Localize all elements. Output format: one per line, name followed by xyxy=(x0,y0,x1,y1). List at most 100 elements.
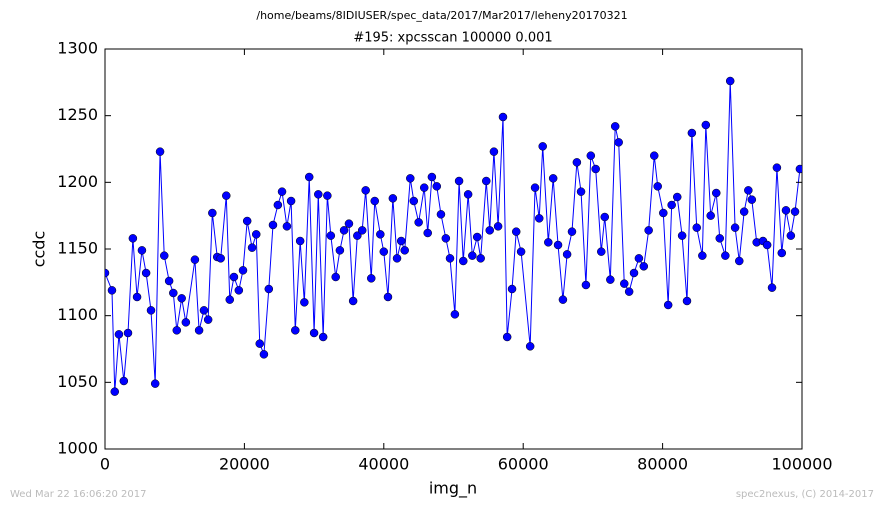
data-point xyxy=(567,227,577,236)
data-point xyxy=(159,251,169,260)
data-point xyxy=(544,238,553,247)
data-point xyxy=(388,194,398,203)
data-point xyxy=(229,272,239,282)
data-point xyxy=(208,208,217,218)
data-point xyxy=(225,295,235,304)
data-point xyxy=(348,296,358,306)
data-point xyxy=(436,210,446,219)
data-point xyxy=(586,151,596,160)
data-point xyxy=(558,295,568,304)
data-point xyxy=(576,187,586,196)
data-point xyxy=(199,306,209,315)
data-point xyxy=(323,191,332,200)
data-point xyxy=(530,183,540,192)
data-point xyxy=(105,268,110,278)
data-point xyxy=(119,376,129,386)
data-point xyxy=(331,272,340,282)
data-point xyxy=(234,286,244,295)
data-point xyxy=(164,276,174,286)
data-point xyxy=(383,292,393,302)
data-point xyxy=(772,163,782,172)
data-point xyxy=(172,326,182,335)
plot-area xyxy=(105,76,802,396)
data-point xyxy=(222,191,231,200)
data-point xyxy=(712,188,721,198)
data-point xyxy=(572,158,582,167)
data-point xyxy=(335,246,345,255)
data-point xyxy=(454,176,464,186)
data-point xyxy=(427,172,437,182)
data-point xyxy=(725,76,735,86)
x-tick-label: 20000 xyxy=(219,455,270,474)
data-point xyxy=(309,328,319,338)
data-point xyxy=(376,230,385,239)
data-point xyxy=(400,246,409,255)
data-point xyxy=(414,218,423,227)
data-point xyxy=(441,234,451,243)
data-point xyxy=(735,256,744,266)
data-point xyxy=(259,350,269,359)
data-point xyxy=(721,251,730,260)
x-tick-label: 100000 xyxy=(771,455,832,474)
data-point xyxy=(744,186,753,195)
data-point xyxy=(282,222,292,231)
data-point xyxy=(242,216,252,226)
data-point xyxy=(300,298,309,307)
data-point xyxy=(687,128,697,138)
y-tick-label: 1150 xyxy=(57,239,98,258)
data-point xyxy=(450,310,460,319)
data-point xyxy=(286,196,296,206)
suptitle: /home/beams/8IDIUSER/spec_data/2017/Mar2… xyxy=(256,9,627,22)
data-point xyxy=(141,268,151,278)
data-point xyxy=(194,326,204,335)
data-point xyxy=(663,300,673,310)
footer-left: Wed Mar 22 16:06:20 2017 xyxy=(10,489,146,500)
data-point xyxy=(606,275,615,284)
data-point xyxy=(600,212,609,222)
data-point xyxy=(698,251,707,260)
data-point xyxy=(273,200,283,210)
data-point xyxy=(677,231,687,240)
data-point xyxy=(553,240,563,250)
data-point xyxy=(620,279,629,288)
data-point xyxy=(682,296,692,306)
data-point xyxy=(357,226,367,235)
data-point xyxy=(146,306,156,315)
data-point xyxy=(597,247,606,256)
data-point xyxy=(634,254,644,263)
data-point xyxy=(525,342,535,351)
y-axis-label: ccdc xyxy=(30,231,49,268)
data-point xyxy=(781,206,791,215)
data-point xyxy=(739,207,749,216)
data-point xyxy=(445,254,455,263)
y-tick-label: 1300 xyxy=(57,39,98,58)
data-point xyxy=(291,326,300,335)
data-point xyxy=(667,200,676,210)
y-tick-label: 1000 xyxy=(57,439,98,458)
data-point xyxy=(516,247,526,256)
data-point xyxy=(361,186,370,195)
data-point xyxy=(132,292,142,302)
data-point xyxy=(507,284,517,294)
x-tick-label: 0 xyxy=(100,455,110,474)
data-point xyxy=(468,251,477,260)
data-point xyxy=(581,280,591,290)
data-point xyxy=(476,254,485,263)
data-point xyxy=(247,243,257,252)
data-point xyxy=(264,284,274,294)
data-point xyxy=(502,332,512,342)
data-point xyxy=(534,214,544,223)
data-line xyxy=(105,80,801,392)
data-point xyxy=(548,174,558,183)
data-point xyxy=(706,211,715,220)
data-point xyxy=(639,262,649,271)
x-tick-label: 80000 xyxy=(637,455,688,474)
data-point xyxy=(692,223,702,232)
data-point xyxy=(459,256,468,266)
data-point xyxy=(190,255,200,264)
data-point xyxy=(629,268,639,278)
data-point xyxy=(155,147,165,156)
data-point xyxy=(482,176,491,186)
data-point xyxy=(123,328,133,338)
